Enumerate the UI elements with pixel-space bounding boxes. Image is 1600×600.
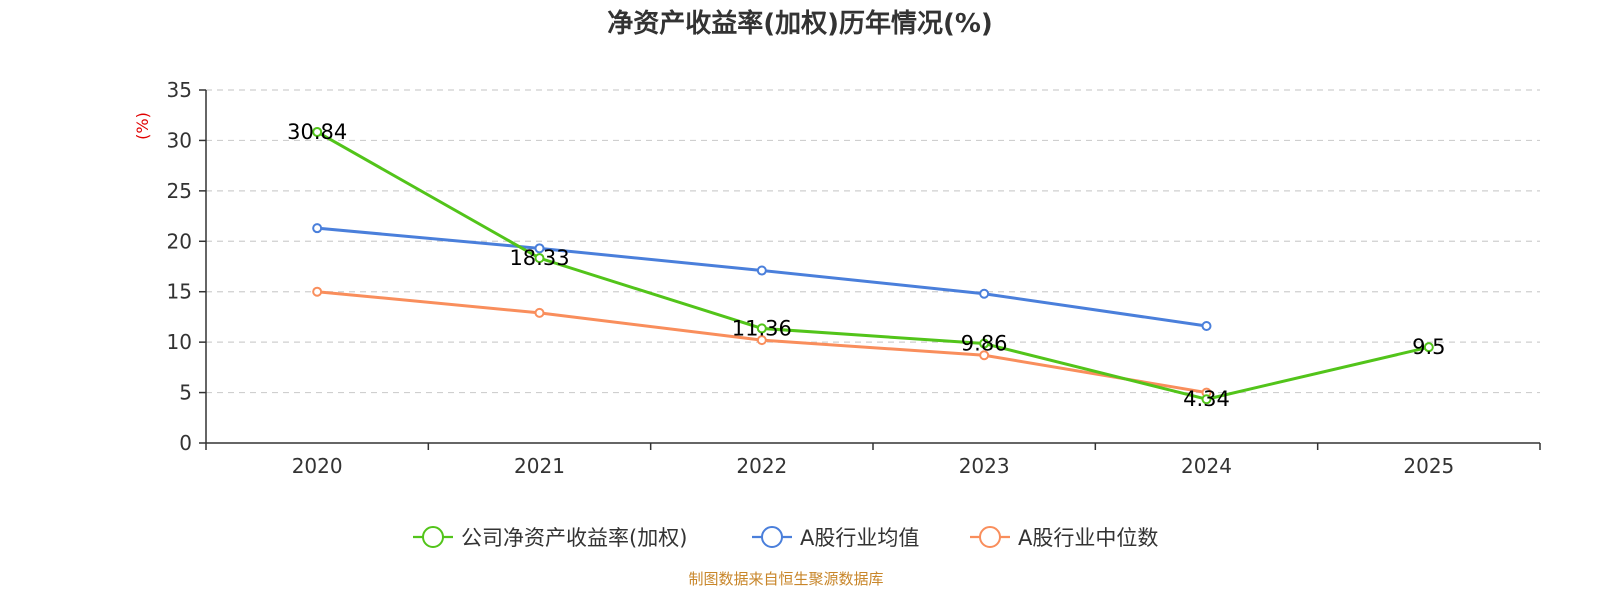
x-tick-label: 2022 xyxy=(736,454,787,478)
data-point[interactable] xyxy=(1201,321,1212,332)
y-tick-label: 5 xyxy=(179,381,192,405)
y-tick-label: 0 xyxy=(179,431,192,455)
y-tick-label: 30 xyxy=(167,128,192,152)
data-point[interactable] xyxy=(312,126,323,137)
legend-marker xyxy=(979,526,1001,548)
series-group xyxy=(312,126,1434,405)
legend-item-1[interactable]: A股行业均值 xyxy=(752,526,919,550)
grid-lines xyxy=(206,89,1540,394)
data-point[interactable] xyxy=(312,223,323,234)
data-label: 18.33 xyxy=(509,246,569,270)
y-tick-label: 25 xyxy=(167,179,192,203)
data-point[interactable] xyxy=(756,323,767,334)
data-label: 9.5 xyxy=(1412,335,1445,359)
legend-label: A股行业均值 xyxy=(800,526,919,550)
x-tick-label: 2024 xyxy=(1181,454,1232,478)
chart-title: 净资产收益率(加权)历年情况(%) xyxy=(607,8,993,39)
x-tick-label: 2023 xyxy=(959,454,1010,478)
legend-label: A股行业中位数 xyxy=(1018,526,1158,550)
data-point[interactable] xyxy=(756,265,767,276)
data-point[interactable] xyxy=(1423,342,1434,353)
data-label: 9.86 xyxy=(961,332,1008,356)
data-point[interactable] xyxy=(979,288,990,299)
data-labels: 30.84 18.33 11.36 9.86 4.34 9.5 xyxy=(287,120,1445,411)
data-label: 11.36 xyxy=(732,316,792,340)
legend-label: 公司净资产收益率(加权) xyxy=(461,526,687,550)
x-tick-label: 2021 xyxy=(514,454,565,478)
legend-item-0[interactable]: 公司净资产收益率(加权) xyxy=(413,526,687,550)
y-tick-label: 35 xyxy=(167,78,192,102)
legend[interactable]: 公司净资产收益率(加权) A股行业均值 A股行业中位数 xyxy=(413,526,1158,550)
series-line-0 xyxy=(316,130,1430,401)
legend-item-2[interactable]: A股行业中位数 xyxy=(970,526,1158,550)
x-tick-label: 2025 xyxy=(1403,454,1454,478)
y-tick-label: 20 xyxy=(167,229,192,253)
data-point[interactable] xyxy=(534,307,545,318)
x-tick-label: 2020 xyxy=(292,454,343,478)
data-point[interactable] xyxy=(312,286,323,297)
y-tick-label: 15 xyxy=(167,280,192,304)
data-point[interactable] xyxy=(979,338,990,349)
data-point[interactable] xyxy=(1201,394,1212,405)
data-label: 30.84 xyxy=(287,120,347,144)
legend-marker xyxy=(761,526,783,548)
y-tick-label: 10 xyxy=(167,330,192,354)
y-axis-label: (%) xyxy=(133,112,152,140)
data-point[interactable] xyxy=(534,253,545,264)
legend-marker xyxy=(422,526,444,548)
data-point[interactable] xyxy=(534,243,545,254)
source-note: 制图数据来自恒生聚源数据库 xyxy=(688,570,883,588)
data-label: 4.34 xyxy=(1183,387,1230,411)
series-line-1 xyxy=(317,226,1207,328)
data-point[interactable] xyxy=(979,350,990,361)
data-point[interactable] xyxy=(756,335,767,346)
